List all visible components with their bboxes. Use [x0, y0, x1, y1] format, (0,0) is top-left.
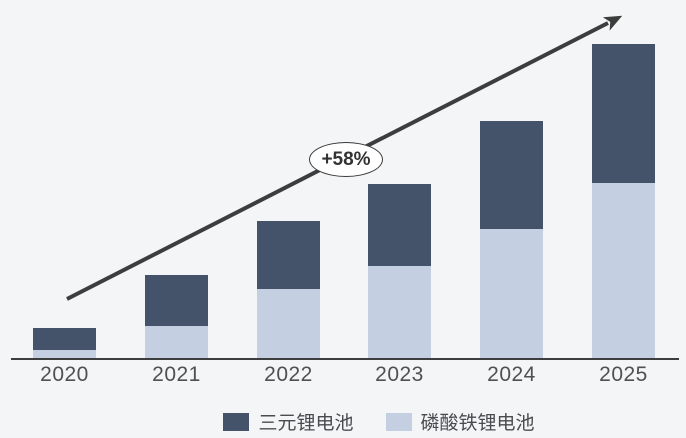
x-axis-label-2022: 2022 — [264, 363, 313, 386]
bar-2020 — [33, 328, 96, 359]
x-axis-label-2024: 2024 — [487, 363, 536, 386]
bar-segment-lfp-2024 — [480, 229, 543, 359]
x-axis-label-2020: 2020 — [40, 363, 89, 386]
legend-swatch-lfp — [385, 412, 412, 431]
legend: 三元锂电池 磷酸铁锂电池 — [36, 408, 686, 435]
bar-2024 — [480, 121, 543, 359]
bar-segment-ternary-2025 — [592, 44, 655, 183]
bar-2021 — [145, 275, 208, 359]
x-axis-label-2021: 2021 — [152, 363, 201, 386]
bar-segment-ternary-2023 — [368, 184, 431, 266]
bar-segment-lfp-2021 — [145, 326, 208, 359]
bar-segment-lfp-2023 — [368, 266, 431, 359]
legend-label-lfp: 磷酸铁锂电池 — [420, 413, 535, 434]
legend-swatch-ternary — [223, 412, 250, 431]
bar-segment-lfp-2025 — [592, 183, 655, 359]
bar-segment-lfp-2020 — [33, 350, 96, 359]
growth-annotation: +58% — [309, 142, 383, 177]
bar-segment-ternary-2024 — [480, 121, 543, 229]
bar-segment-ternary-2022 — [257, 221, 320, 289]
bar-2023 — [368, 184, 431, 359]
bar-2025 — [592, 44, 655, 359]
x-axis-label-2023: 2023 — [375, 363, 424, 386]
x-axis-line — [11, 358, 679, 360]
legend-item-ternary: 三元锂电池 — [223, 408, 354, 435]
x-axis-label-2025: 2025 — [599, 363, 648, 386]
bar-segment-lfp-2022 — [257, 289, 320, 359]
bar-segment-ternary-2020 — [33, 328, 96, 350]
legend-item-lfp: 磷酸铁锂电池 — [385, 408, 535, 435]
legend-label-ternary: 三元锂电池 — [258, 413, 354, 434]
bar-segment-ternary-2021 — [145, 275, 208, 326]
bar-2022 — [257, 221, 320, 359]
